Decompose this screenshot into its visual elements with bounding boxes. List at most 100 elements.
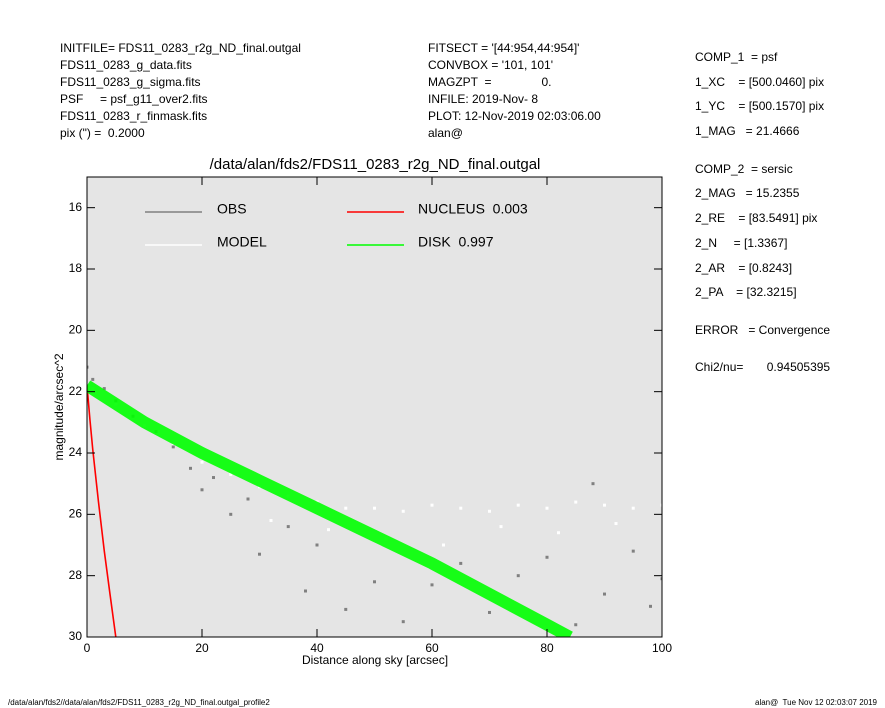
data-point [603,503,606,507]
panel-line: 1_YC = [500.1570] pix [695,99,824,113]
data-point [258,552,261,556]
data-point [516,574,520,578]
panel-line: COMP_1 = psf [695,50,778,64]
data-point [488,610,491,614]
data-point [373,580,376,584]
y-tick-label: 28 [69,568,83,582]
data-point [212,476,215,480]
panel-line: 2_AR = [0.8243] [695,261,792,275]
data-point [649,604,652,608]
data-point [286,525,290,529]
x-axis-label: Distance along sky [arcsec] [302,653,448,667]
panel-line: 2_MAG = 15.2355 [695,186,800,200]
header-line: FDS11_0283_g_data.fits [60,58,192,72]
header-line: INFILE: 2019-Nov- 8 [428,92,538,106]
panel-line: 1_XC = [500.0460] pix [695,75,824,89]
panel-line: 2_N = [1.3367] [695,236,787,250]
data-point [189,466,192,470]
header-line: PSF = psf_g11_over2.fits [60,92,208,106]
header-line: MAGZPT = 0. [428,75,551,89]
data-point [574,500,578,504]
data-point [171,445,175,449]
data-point [327,528,330,532]
data-point [304,589,307,593]
data-point [574,623,578,627]
model-line [87,385,117,637]
data-point [430,583,434,587]
data-point [344,607,348,611]
data-point [459,506,463,510]
chart-title: /data/alan/fds2/FDS11_0283_r2g_ND_final.… [210,156,541,173]
header-line: FITSECT = '[44:954,44:954]' [428,41,579,55]
data-point [344,506,348,510]
header-line: FDS11_0283_r_finmask.fits [60,109,207,123]
footer-right: alan@ Tue Nov 12 02:03:07 2019 [755,698,878,707]
data-layer [87,365,662,637]
data-point [631,506,635,510]
data-point [631,549,635,553]
data-point [401,620,405,624]
y-tick-label: 20 [69,323,83,337]
data-point [660,503,662,507]
header-line: PLOT: 12-Nov-2019 02:03:06.00 [428,109,601,123]
data-point [614,522,618,526]
data-point [488,509,491,513]
x-tick-label: 60 [425,641,439,655]
header-line: INITFILE= FDS11_0283_r2g_ND_final.outgal [60,41,301,55]
x-tick-label: 80 [540,641,554,655]
data-point [315,543,319,547]
data-point [459,561,463,565]
data-point [557,531,560,535]
data-point [373,506,376,510]
x-tick-label: 40 [310,641,324,655]
data-point [246,497,250,501]
data-point [660,577,662,581]
data-point [200,488,204,492]
data-point [442,543,445,547]
panel-line: Chi2/nu= 0.94505395 [695,360,830,374]
data-point [545,555,549,559]
legend-label: DISK 0.997 [418,234,494,250]
panel-line: 2_PA = [32.3215] [695,285,797,299]
y-tick-label: 16 [69,200,83,214]
data-point [102,387,106,391]
y-tick-label: 30 [69,629,83,643]
data-point [516,503,520,507]
data-point [87,365,89,369]
y-tick-label: 26 [69,507,83,521]
data-point [591,482,595,486]
header-line: FDS11_0283_g_sigma.fits [60,75,201,89]
data-point [229,512,233,516]
panel-line: 1_MAG = 21.4666 [695,124,800,138]
y-tick-label: 24 [69,445,83,459]
y-tick-label: 22 [69,384,83,398]
header-line: CONVBOX = '101, 101' [428,58,553,72]
data-point [499,525,503,529]
data-point [545,506,549,510]
x-tick-label: 20 [195,641,209,655]
header-line: alan@ [428,126,463,140]
data-point [401,509,405,513]
plot-area [87,177,662,637]
plot-frame [86,176,663,638]
data-point [200,460,204,464]
data-point [269,518,273,522]
y-axis-label: magnitude/arcsec^2 [52,353,66,460]
data-point [229,472,233,476]
legend-label: NUCLEUS 0.003 [418,201,528,217]
panel-line: COMP_2 = sersic [695,162,793,176]
panel-line: 2_RE = [83.5491] pix [695,211,817,225]
data-point [430,503,434,507]
header-line: pix (") = 0.2000 [60,126,145,140]
x-tick-label: 0 [84,641,91,655]
legend-label: MODEL [217,234,267,250]
y-tick-label: 18 [69,261,83,275]
panel-line: ERROR = Convergence [695,323,830,337]
footer-left: /data/alan/fds2//data/alan/fds2/FDS11_02… [8,698,270,707]
model-band [87,380,573,637]
x-tick-label: 100 [652,641,672,655]
legend-label: OBS [217,201,247,217]
data-point [603,592,606,596]
data-point [91,377,95,381]
